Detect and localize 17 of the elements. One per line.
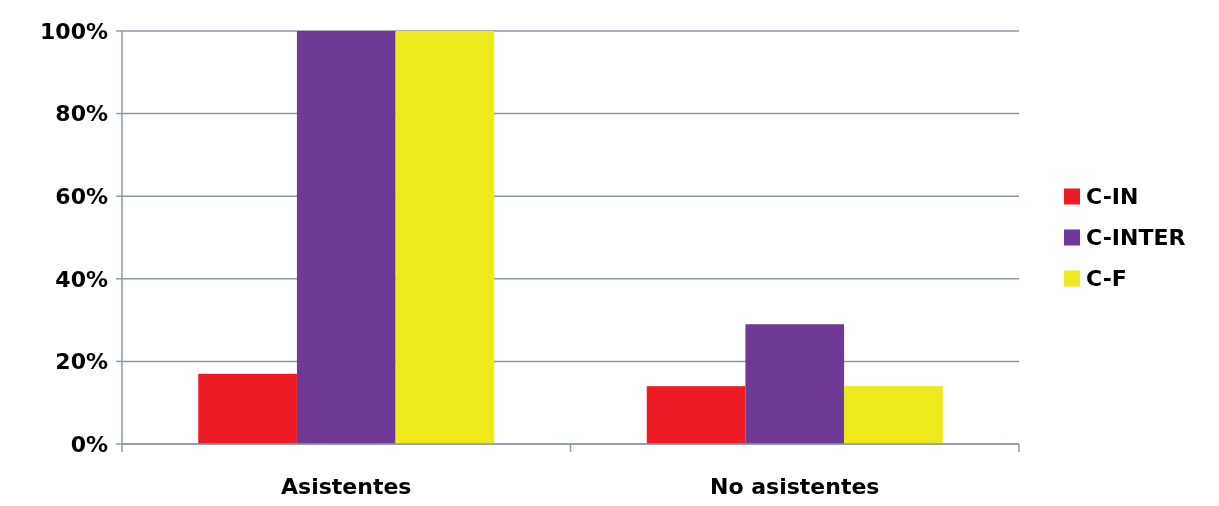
legend-label: C-INTER xyxy=(1086,225,1186,251)
y-tick-label: 80% xyxy=(55,101,108,127)
bar xyxy=(296,31,396,444)
x-tick-label: No asistentes xyxy=(710,474,880,499)
bar xyxy=(198,373,297,444)
x-tick-label: Asistentes xyxy=(281,474,412,499)
y-tick-label: 20% xyxy=(55,349,108,375)
y-tick-label: 60% xyxy=(55,183,108,209)
bar xyxy=(646,386,746,444)
y-tick-label: 0% xyxy=(70,431,108,457)
y-tick-label: 100% xyxy=(40,18,108,44)
bar xyxy=(745,324,845,444)
legend-label: C-IN xyxy=(1086,184,1139,210)
bar xyxy=(395,31,495,444)
bar xyxy=(844,386,943,444)
y-tick-label: 40% xyxy=(55,266,108,292)
legend-label: C-F xyxy=(1086,266,1127,292)
